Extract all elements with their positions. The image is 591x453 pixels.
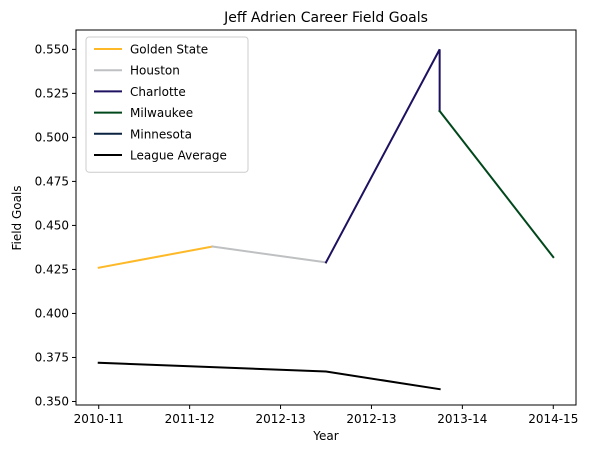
series-line-0 bbox=[97, 245, 214, 269]
legend: Golden State Houston Charlotte Milwaukee Min… bbox=[85, 36, 249, 173]
x-tick-label: 2012-13 bbox=[346, 412, 396, 426]
y-tick-label: 0.525 bbox=[35, 86, 69, 100]
x-tick-label: 2012-13 bbox=[255, 412, 305, 426]
series-line-2 bbox=[324, 48, 441, 264]
y-tick-label: 0.475 bbox=[35, 174, 69, 188]
legend-entry-3: Milwaukee bbox=[130, 106, 193, 120]
plot-frame bbox=[75, 29, 577, 406]
x-tick-label: 2013-14 bbox=[437, 412, 487, 426]
legend-entry-2: Charlotte bbox=[130, 85, 186, 99]
x-axis: 2010-11 2011-12 2012-13 2012-13 2013-14 2014-… bbox=[74, 405, 578, 426]
series-line-1 bbox=[211, 245, 328, 264]
plot-area bbox=[75, 29, 577, 406]
legend-entry-5: League Average bbox=[130, 149, 227, 163]
y-axis-label: Field Goals bbox=[10, 185, 24, 250]
legend-box bbox=[85, 36, 249, 173]
chart-title: Jeff Adrien Career Field Goals bbox=[223, 10, 428, 26]
legend-entry-4: Minnesota bbox=[130, 127, 192, 141]
series-line-5 bbox=[97, 361, 441, 391]
y-tick-label: 0.450 bbox=[35, 218, 69, 232]
y-tick-label: 0.400 bbox=[35, 306, 69, 320]
y-tick-label: 0.375 bbox=[35, 350, 69, 364]
x-tick-label: 2011-12 bbox=[165, 412, 215, 426]
x-tick-label: 2014-15 bbox=[528, 412, 578, 426]
y-tick-label: 0.350 bbox=[35, 394, 69, 408]
y-tick-label: 0.425 bbox=[35, 262, 69, 276]
x-tick-label: 2010-11 bbox=[74, 412, 124, 426]
series-line-3 bbox=[438, 109, 555, 259]
legend-entry-0: Golden State bbox=[130, 43, 208, 57]
y-tick-label: 0.500 bbox=[35, 130, 69, 144]
x-axis-label: Year bbox=[312, 429, 338, 443]
y-axis: 0.350 0.375 0.400 0.425 0.450 0.475 0.500 0.525… bbox=[35, 42, 76, 408]
y-tick-label: 0.550 bbox=[35, 42, 69, 56]
legend-entry-1: Houston bbox=[130, 64, 180, 78]
series-layer bbox=[97, 48, 555, 391]
